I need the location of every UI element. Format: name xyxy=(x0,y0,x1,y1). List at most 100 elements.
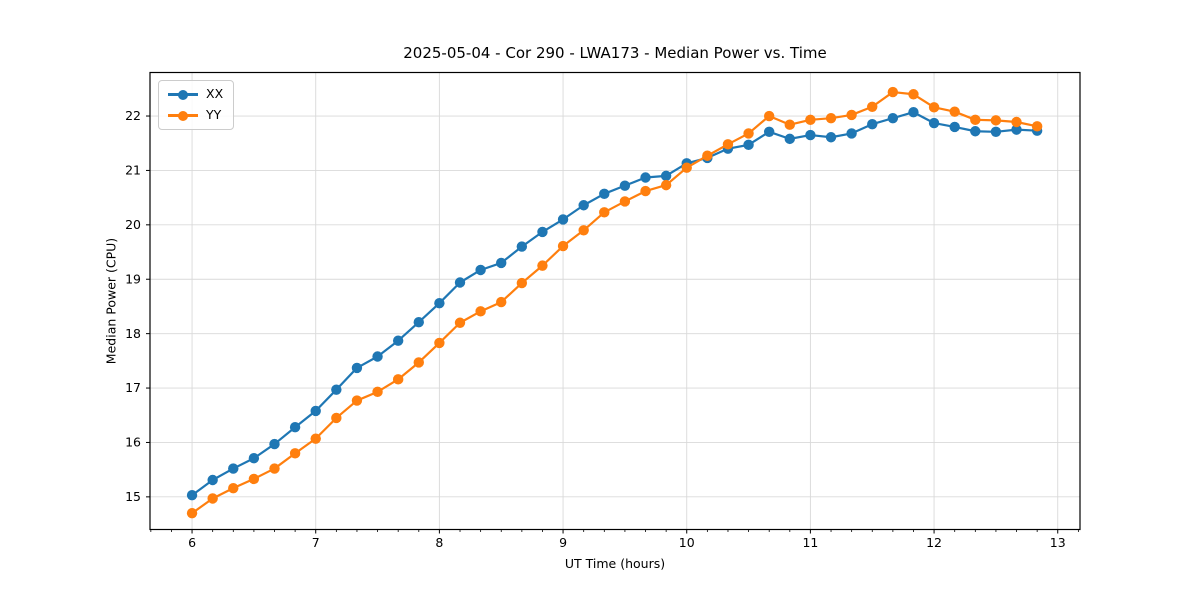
series-marker-yy xyxy=(454,317,466,328)
legend-item-yy: YY xyxy=(168,107,223,124)
series-marker-yy xyxy=(331,412,342,424)
series-marker-yy xyxy=(186,507,198,519)
plot-border xyxy=(149,71,1081,531)
series-marker-xx xyxy=(248,453,260,464)
series-marker-xx xyxy=(1011,124,1022,135)
series-marker-xx xyxy=(516,241,528,252)
y-axis-label: Median Power (CPU) xyxy=(103,237,119,365)
series-marker-yy xyxy=(928,102,940,113)
x-tick-label: 9 xyxy=(559,535,567,550)
y-tick-label: 21 xyxy=(125,163,141,178)
series-marker-yy xyxy=(351,395,363,406)
series-marker-yy xyxy=(763,110,775,122)
series-marker-xx xyxy=(908,107,919,118)
series-marker-yy xyxy=(681,162,692,173)
y-tick-label: 19 xyxy=(125,271,141,286)
series-marker-xx xyxy=(660,170,672,182)
legend-marker-xx xyxy=(178,89,188,100)
series-marker-yy xyxy=(248,473,260,485)
x-tick-label: 7 xyxy=(312,535,320,550)
series-marker-xx xyxy=(887,113,899,124)
series-marker-yy xyxy=(619,196,631,207)
series-marker-xx xyxy=(207,474,218,486)
x-tick-label: 11 xyxy=(802,535,818,550)
legend: XX YY xyxy=(158,80,235,130)
series-marker-xx xyxy=(289,422,301,433)
x-tick-label: 12 xyxy=(926,535,942,550)
x-axis-label: UT Time (hours) xyxy=(564,556,666,571)
legend-line-sample-xx xyxy=(168,89,198,100)
y-tick-label: 18 xyxy=(125,326,141,341)
series-marker-yy xyxy=(867,101,878,112)
series-marker-yy xyxy=(413,357,424,368)
series-marker-yy xyxy=(640,185,651,197)
series-marker-yy xyxy=(702,150,713,161)
series-marker-yy xyxy=(908,89,919,100)
series-marker-xx xyxy=(846,128,857,139)
series-marker-yy xyxy=(434,337,445,349)
series-marker-yy xyxy=(722,139,734,150)
series-marker-yy xyxy=(578,225,589,236)
series-marker-xx xyxy=(372,351,383,362)
legend-label-xx: XX xyxy=(206,86,224,102)
series-marker-xx xyxy=(599,188,610,200)
series-marker-xx xyxy=(990,126,1002,138)
chart-title: 2025-05-04 - Cor 290 - LWA173 - Median P… xyxy=(403,44,827,62)
series-marker-yy xyxy=(537,260,548,271)
series-marker-yy xyxy=(1031,121,1043,132)
legend-marker-yy xyxy=(178,110,188,121)
series-marker-xx xyxy=(949,121,960,133)
series-marker-yy xyxy=(784,119,795,130)
series-marker-xx xyxy=(434,297,445,309)
series-marker-yy xyxy=(743,128,754,139)
series-line-yy xyxy=(191,90,1038,515)
series-marker-xx xyxy=(269,438,280,450)
series-marker-xx xyxy=(186,490,198,501)
series-marker-xx xyxy=(784,133,795,145)
series-marker-yy xyxy=(289,448,301,459)
x-tick-label: 10 xyxy=(679,535,695,550)
series-marker-yy xyxy=(949,106,960,117)
series-marker-xx xyxy=(825,132,837,143)
series-marker-yy xyxy=(846,109,857,121)
series-marker-xx xyxy=(970,126,981,137)
series-marker-xx xyxy=(867,118,878,130)
series-marker-xx xyxy=(928,117,940,129)
legend-item-xx: XX xyxy=(168,86,223,103)
series-marker-xx xyxy=(228,463,239,474)
series-marker-xx xyxy=(557,214,569,225)
series-marker-xx xyxy=(640,172,651,183)
series-marker-yy xyxy=(228,482,239,494)
series-marker-yy xyxy=(496,296,507,308)
series-marker-xx xyxy=(805,129,816,141)
series-marker-xx xyxy=(763,126,775,138)
series-marker-yy xyxy=(805,114,816,126)
series-marker-xx xyxy=(454,277,466,288)
y-tick-label: 22 xyxy=(125,108,141,123)
x-tick-label: 8 xyxy=(435,535,443,550)
legend-line-sample-yy xyxy=(168,110,198,121)
x-tick-label: 6 xyxy=(188,535,196,550)
y-tick-label: 17 xyxy=(125,380,141,395)
series-marker-yy xyxy=(516,277,528,289)
series-marker-yy xyxy=(557,240,569,252)
series-marker-yy xyxy=(372,386,383,398)
series-marker-yy xyxy=(475,306,486,317)
series-marker-xx xyxy=(619,180,631,191)
series-marker-yy xyxy=(599,207,610,218)
y-tick-label: 15 xyxy=(125,489,141,504)
series-marker-xx xyxy=(413,317,424,328)
series-marker-xx xyxy=(310,405,321,417)
series-marker-xx xyxy=(578,200,589,211)
series-marker-xx xyxy=(351,362,363,374)
series-marker-xx xyxy=(743,139,754,151)
x-tick-label: 13 xyxy=(1050,535,1066,550)
series-marker-xx xyxy=(496,257,507,269)
series-marker-yy xyxy=(970,114,981,126)
series-marker-xx xyxy=(331,384,342,395)
series-marker-yy xyxy=(660,179,672,191)
legend-label-yy: YY xyxy=(206,107,222,123)
series-marker-xx xyxy=(392,335,404,346)
